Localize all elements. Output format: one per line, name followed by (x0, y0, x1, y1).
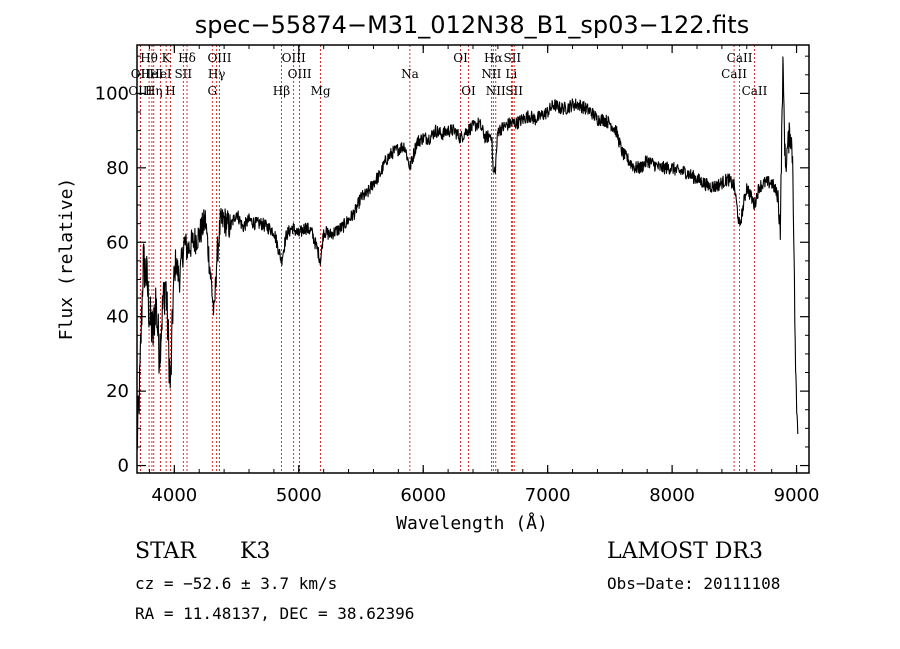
spectral-line-label: Li (505, 67, 517, 81)
survey-name: LAMOST DR3 (607, 539, 763, 564)
x-tick-label: 5000 (276, 485, 322, 506)
y-tick-label: 80 (106, 158, 129, 179)
x-tick-label: 8000 (649, 485, 695, 506)
y-tick-label: 60 (106, 232, 129, 253)
x-tick-label: 4000 (151, 485, 197, 506)
x-axis-ticks: 4000 5000 6000 7000 8000 9000 (148, 45, 820, 506)
y-tick-label: 0 (118, 456, 129, 477)
spectral-line-label: H (165, 84, 175, 98)
spectral-line-label: CaII (727, 51, 753, 65)
spectral-line-label: CaII (721, 67, 747, 81)
spectral-line-label: OI (461, 84, 476, 98)
spectral-line-label: OII (131, 67, 151, 81)
y-axis-ticks: 0 20 40 60 80 100 (95, 55, 809, 477)
observation-date: Obs−Date: 20111108 (607, 574, 780, 593)
x-axis-label: Wavelength (Å) (396, 512, 548, 534)
y-tick-label: 100 (95, 83, 129, 104)
x-tick-label: 9000 (774, 485, 820, 506)
spectral-line-label: OI (453, 51, 468, 65)
spectral-line-label: NII (481, 67, 501, 81)
spectral-line-label: OIII (207, 51, 231, 65)
spectral-line-label: Hγ (208, 67, 226, 81)
y-tick-label: 40 (106, 307, 129, 328)
object-class: STAR (135, 539, 197, 564)
coordinates: RA = 11.48137, DEC = 38.62396 (135, 604, 414, 623)
spectral-line-label: Na (401, 67, 419, 81)
spectral-line-label: SII (505, 84, 523, 98)
object-subclass: K3 (240, 539, 270, 564)
spectral-line-label: Hα (484, 51, 503, 65)
spectral-line-label: CaII (742, 84, 768, 98)
spectral-line-label: OIII (288, 67, 312, 81)
x-tick-label: 6000 (400, 485, 446, 506)
spectral-line-label: HeI (141, 67, 164, 81)
spectral-line-label: Hη (145, 84, 163, 98)
x-tick-label: 7000 (525, 485, 571, 506)
spectral-line-label: Hβ (273, 84, 290, 98)
spectral-line-label: NII (486, 84, 506, 98)
spectral-line-label: G (207, 84, 217, 98)
spectral-line-markers (139, 45, 755, 473)
plot-frame (136, 44, 810, 474)
redshift-cz: cz = −52.6 ± 3.7 km/s (135, 574, 337, 593)
spectral-line-label: OIII (282, 51, 306, 65)
spectral-line-label: K (162, 51, 172, 65)
spectral-line-label: SII (503, 51, 521, 65)
chart-title: spec−55874−M31_012N38_B1_sp03−122.fits (195, 11, 749, 39)
spectral-line-label: SII (174, 67, 192, 81)
spectral-line-label: OIII (128, 84, 152, 98)
y-axis-label: Flux (relative) (56, 178, 77, 341)
spectral-line-label: Hδ (178, 51, 196, 65)
spectrum-line (136, 56, 799, 450)
spectral-line-label: HeI (149, 67, 172, 81)
spectral-line-label: Hθ (140, 51, 158, 65)
spectral-line-label: Mg (311, 84, 331, 98)
y-tick-label: 20 (106, 381, 129, 402)
